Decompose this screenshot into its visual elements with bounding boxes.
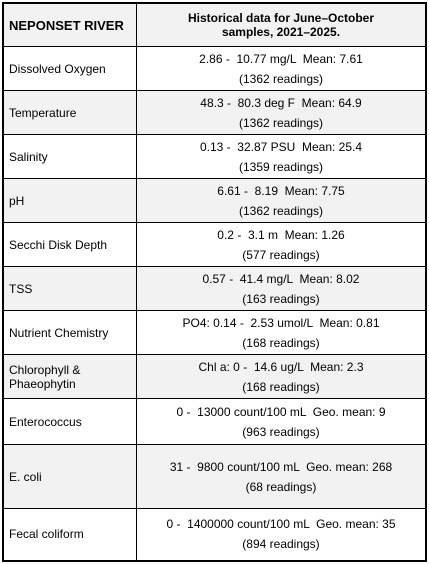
range-text: 31 - 9800 count/100 mL Geo. mean: 268 — [169, 459, 393, 474]
table-row: E. coli 31 - 9800 count/100 mL Geo. mean:… — [2, 444, 427, 509]
parameter-values: 2.86 - 10.77 mg/L Mean: 7.61 (1362 readin… — [136, 46, 427, 91]
parameter-name: pH — [2, 178, 137, 223]
header-subtitle: Historical data for June–October samples… — [136, 2, 427, 47]
table-row: TSS 0.57 - 41.4 mg/L Mean: 8.02 (163 readi… — [2, 266, 427, 311]
table-row: Fecal coliform 0 - 1400000 count/100 mL G… — [2, 508, 427, 561]
range-text: 0.13 - 32.87 PSU Mean: 25.4 — [199, 139, 363, 154]
range-text: 0 - 13000 count/100 mL Geo. mean: 9 — [176, 404, 386, 419]
readings-text: (163 readings) — [242, 291, 320, 306]
table-row: Secchi Disk Depth 0.2 - 3.1 m Mean: 1.26 (… — [2, 222, 427, 267]
parameter-name: Dissolved Oxygen — [2, 46, 137, 91]
range-text: 2.86 - 10.77 mg/L Mean: 7.61 — [199, 51, 363, 66]
parameter-values: 0.13 - 32.87 PSU Mean: 25.4 (1359 reading… — [136, 134, 427, 179]
readings-text: (1362 readings) — [238, 71, 324, 86]
table-row: Dissolved Oxygen 2.86 - 10.77 mg/L Mean: … — [2, 46, 427, 91]
range-text: Chl a: 0 - 14.6 ug/L Mean: 2.3 — [198, 359, 364, 374]
parameter-name: Nutrient Chemistry — [2, 310, 137, 355]
parameter-name: E. coli — [2, 444, 137, 509]
parameter-name: Secchi Disk Depth — [2, 222, 137, 267]
parameter-name: Chlorophyll & Phaeophytin — [2, 354, 137, 399]
range-text: 0.2 - 3.1 m Mean: 1.26 — [217, 227, 345, 242]
table-row: Nutrient Chemistry PO4: 0.14 - 2.53 umol/… — [2, 310, 427, 355]
readings-text: (894 readings) — [242, 537, 320, 552]
table-row: Temperature 48.3 - 80.3 deg F Mean: 64.9 (… — [2, 90, 427, 135]
readings-text: (68 readings) — [245, 479, 317, 494]
parameter-values: 0 - 1400000 count/100 mL Geo. mean: 35 (8… — [136, 508, 427, 561]
parameter-name: Temperature — [2, 90, 137, 135]
parameter-values: 6.61 - 8.19 Mean: 7.75 (1362 readings) — [136, 178, 427, 223]
parameter-name: Salinity — [2, 134, 137, 179]
table-row: Enterococcus 0 - 13000 count/100 mL Geo. … — [2, 398, 427, 445]
range-text: 6.61 - 8.19 Mean: 7.75 — [217, 183, 345, 198]
readings-text: (577 readings) — [242, 247, 320, 262]
parameter-values: Chl a: 0 - 14.6 ug/L Mean: 2.3 (168 readi… — [136, 354, 427, 399]
range-text: PO4: 0.14 - 2.53 umol/L Mean: 0.81 — [182, 315, 380, 330]
parameter-values: 0.57 - 41.4 mg/L Mean: 8.02 (163 readings… — [136, 266, 427, 311]
range-text: 0.57 - 41.4 mg/L Mean: 8.02 — [202, 271, 360, 286]
header-title: NEPONSET RIVER — [2, 2, 137, 47]
parameter-values: PO4: 0.14 - 2.53 umol/L Mean: 0.81 (168 r… — [136, 310, 427, 355]
parameter-name: TSS — [2, 266, 137, 311]
parameter-name: Enterococcus — [2, 398, 137, 445]
range-text: 48.3 - 80.3 deg F Mean: 64.9 — [200, 95, 362, 110]
readings-text: (1362 readings) — [238, 115, 324, 130]
parameter-values: 31 - 9800 count/100 mL Geo. mean: 268 (68… — [136, 444, 427, 509]
table-row: Chlorophyll & Phaeophytin Chl a: 0 - 14.6… — [2, 354, 427, 399]
parameter-values: 48.3 - 80.3 deg F Mean: 64.9 (1362 readin… — [136, 90, 427, 135]
readings-text: (1362 readings) — [238, 203, 324, 218]
table-row: Salinity 0.13 - 32.87 PSU Mean: 25.4 (1359… — [2, 134, 427, 179]
readings-text: (1359 readings) — [238, 159, 324, 174]
parameter-values: 0.2 - 3.1 m Mean: 1.26 (577 readings) — [136, 222, 427, 267]
readings-text: (168 readings) — [242, 379, 320, 394]
readings-text: (168 readings) — [242, 335, 320, 350]
table-row: pH 6.61 - 8.19 Mean: 7.75 (1362 readings) — [2, 178, 427, 223]
parameter-name: Fecal coliform — [2, 508, 137, 561]
parameter-values: 0 - 13000 count/100 mL Geo. mean: 9 (963 … — [136, 398, 427, 445]
readings-text: (963 readings) — [242, 424, 320, 439]
range-text: 0 - 1400000 count/100 mL Geo. mean: 35 — [166, 517, 396, 532]
